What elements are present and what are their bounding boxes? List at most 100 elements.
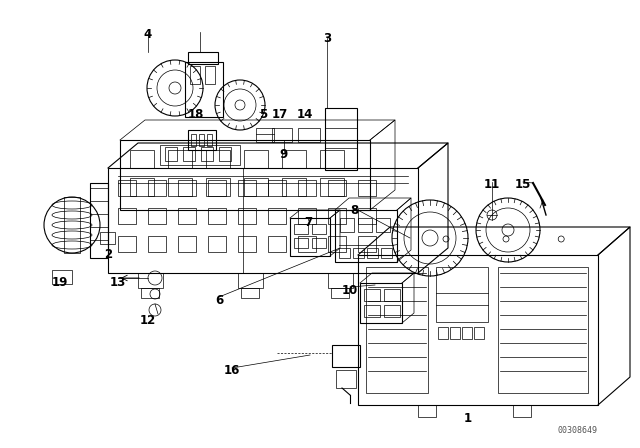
Bar [208, 180, 226, 196]
Bar [118, 236, 136, 252]
Bar [298, 128, 320, 142]
Bar [168, 150, 192, 168]
Text: 9: 9 [280, 148, 288, 161]
Bar [282, 178, 306, 196]
Bar [219, 147, 231, 161]
Text: 15: 15 [515, 178, 531, 191]
Text: 4: 4 [144, 29, 152, 42]
Bar [268, 180, 286, 196]
Bar [360, 283, 402, 323]
Bar [256, 128, 274, 142]
Bar [108, 168, 418, 273]
Text: 1: 1 [464, 412, 472, 425]
Bar [178, 180, 196, 196]
Text: 17: 17 [272, 108, 288, 121]
Text: 19: 19 [52, 276, 68, 289]
Bar [185, 62, 223, 117]
Bar [358, 236, 376, 252]
Bar [268, 208, 286, 224]
Bar [325, 108, 357, 170]
Bar [339, 248, 350, 258]
Bar [238, 208, 256, 224]
Bar [462, 327, 472, 339]
Bar [513, 405, 531, 417]
Bar [436, 267, 488, 322]
Bar [148, 236, 166, 252]
Bar [418, 405, 436, 417]
Bar [312, 238, 326, 248]
Bar [207, 134, 212, 146]
Bar [268, 236, 286, 252]
Bar [148, 208, 166, 224]
Bar [190, 66, 200, 84]
Text: 8: 8 [350, 203, 358, 216]
Bar [320, 178, 344, 196]
Bar [450, 327, 460, 339]
Bar [290, 218, 330, 256]
Bar [294, 238, 308, 248]
Bar [474, 327, 484, 339]
Text: 18: 18 [188, 108, 204, 121]
Text: 3: 3 [323, 31, 331, 44]
Bar [118, 208, 136, 224]
Bar [244, 150, 268, 168]
Bar [205, 66, 215, 84]
Bar [208, 208, 226, 224]
Bar [130, 150, 154, 168]
Text: 7: 7 [304, 215, 312, 228]
Bar [438, 327, 448, 339]
Bar [384, 305, 400, 317]
Bar [294, 224, 308, 234]
Text: 5: 5 [259, 108, 267, 121]
Bar [328, 208, 346, 224]
Text: 12: 12 [140, 314, 156, 327]
Bar [141, 288, 159, 298]
Text: 14: 14 [297, 108, 313, 121]
Bar [376, 218, 390, 232]
Bar [188, 52, 218, 64]
Bar [384, 289, 400, 301]
Bar [298, 236, 316, 252]
Bar [358, 208, 376, 224]
Bar [100, 232, 115, 244]
Bar [298, 180, 316, 196]
Bar [90, 183, 108, 258]
Bar [208, 236, 226, 252]
Bar [340, 218, 354, 232]
Bar [130, 178, 154, 196]
Bar [332, 345, 360, 367]
Bar [188, 130, 216, 150]
Bar [183, 147, 195, 161]
Bar [358, 180, 376, 196]
Bar [238, 180, 256, 196]
Bar [498, 267, 588, 393]
Bar [358, 218, 372, 232]
Bar [358, 255, 598, 405]
Bar [364, 305, 380, 317]
Bar [120, 140, 370, 210]
Bar [335, 210, 397, 262]
Bar [241, 288, 259, 298]
Bar [328, 273, 353, 288]
Bar [160, 145, 240, 165]
Bar [64, 197, 80, 253]
Text: 16: 16 [224, 363, 240, 376]
Bar [364, 289, 380, 301]
Bar [238, 273, 263, 288]
Bar [52, 270, 72, 284]
Bar [206, 178, 230, 196]
Text: 00308649: 00308649 [558, 426, 598, 435]
Bar [336, 370, 356, 388]
Text: 11: 11 [484, 178, 500, 191]
Bar [328, 180, 346, 196]
Bar [328, 236, 346, 252]
Bar [138, 273, 163, 288]
Bar [165, 147, 177, 161]
Bar [206, 150, 230, 168]
Bar [353, 248, 364, 258]
Bar [272, 128, 292, 142]
Bar [312, 224, 326, 234]
Bar [148, 180, 166, 196]
Bar [381, 248, 392, 258]
Bar [367, 248, 378, 258]
